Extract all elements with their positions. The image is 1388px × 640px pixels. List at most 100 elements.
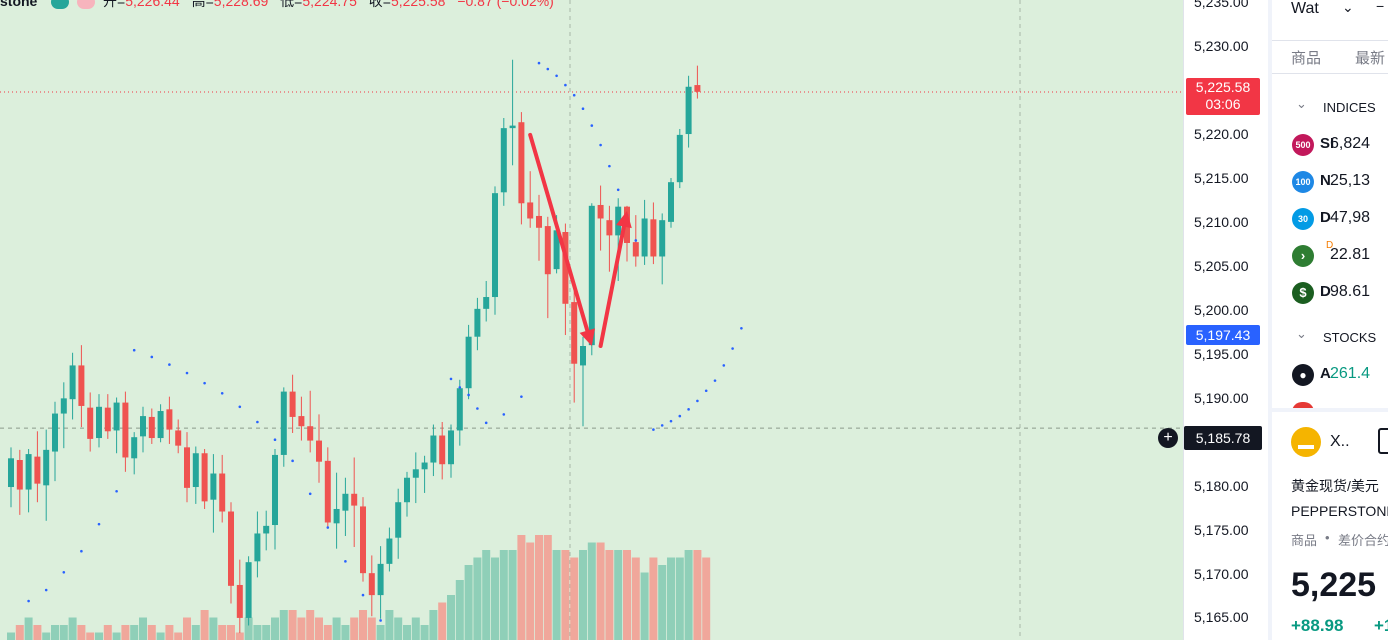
volume-bar [297, 617, 306, 640]
panel-splitter[interactable] [1272, 408, 1388, 412]
column-header-symbol[interactable]: 商品 [1291, 50, 1322, 67]
watchlist-price: 98.61 [1330, 283, 1371, 300]
psar-dot [467, 393, 470, 397]
candle-body [571, 302, 578, 364]
psar-dot [590, 124, 594, 127]
psar-dot [449, 377, 453, 381]
candle-body [632, 242, 639, 257]
data-status-icon [77, 0, 96, 10]
chevron-down-icon[interactable]: ⌄ [1296, 326, 1307, 341]
psar-dot [379, 619, 382, 622]
volume-bar [183, 617, 191, 640]
candle-body [228, 511, 234, 586]
candle-body [280, 391, 287, 455]
psar-dot [687, 408, 690, 411]
price-axis[interactable]: 5,235.00 5,230.00 5,220.00 5,215.00 5,21… [1183, 0, 1269, 640]
psar-dot [185, 371, 189, 375]
level-price-badge: 5,197.43 [1186, 325, 1260, 345]
section-header-indices[interactable]: INDICES [1323, 100, 1376, 115]
detail-price: 5,225 [1291, 566, 1376, 605]
price-tick: 5,220.00 [1194, 126, 1249, 142]
psar-dot [308, 492, 312, 496]
volume-bar [24, 617, 33, 640]
psar-dot [168, 363, 171, 366]
section-header-stocks[interactable]: STOCKS [1323, 330, 1377, 345]
psar-dot [599, 143, 602, 147]
price-tick: 5,215.00 [1194, 170, 1249, 186]
watchlist-row[interactable]: › D 22.81 [1272, 240, 1388, 268]
candle-body [104, 407, 111, 432]
index-logo-icon: 500 [1292, 134, 1314, 156]
candle-body [245, 562, 252, 618]
detail-exchange[interactable]: PEPPERSTONE [1291, 503, 1388, 519]
price-tick: 5,180.00 [1194, 478, 1249, 494]
detail-symbol[interactable]: X.. [1330, 433, 1350, 450]
chevron-down-icon[interactable]: ⌄ [1296, 96, 1307, 111]
price-tick: 5,235.00 [1194, 0, 1249, 10]
psar-dot [669, 419, 673, 423]
watchlist-row[interactable]: ● A 261.4 [1272, 363, 1388, 387]
candle-body [78, 365, 85, 406]
psar-dot [731, 347, 734, 350]
candle-body [184, 447, 190, 488]
chart-area[interactable]: stone 开=5,226.44 高=5,228.69 低=5,224.75 收… [0, 0, 1268, 640]
psar-dot [572, 93, 576, 97]
candle-body [536, 215, 542, 228]
candle-body [492, 193, 498, 298]
detail-change-pct: +1 [1374, 616, 1388, 635]
volume-bar [306, 610, 315, 640]
volume-bar [227, 625, 235, 640]
sidebar-splitter[interactable] [1268, 0, 1272, 640]
watchlist-row[interactable]: $ D 98.61 [1272, 281, 1388, 305]
candle-body [69, 365, 76, 400]
chevron-right-logo-icon: › [1292, 245, 1314, 267]
gold-logo-icon [1291, 427, 1321, 457]
candle-body [588, 205, 595, 346]
candle-body [685, 86, 692, 135]
candle-body [122, 402, 129, 458]
chart-canvas[interactable] [0, 0, 1183, 640]
candle-body [8, 458, 14, 488]
psar-dot [546, 67, 550, 71]
divider [1272, 40, 1388, 41]
psar-dot [80, 549, 83, 553]
volume-bar [579, 550, 587, 640]
candle-body [219, 473, 226, 512]
candle-body [404, 477, 410, 503]
column-header-last[interactable]: 最新 [1355, 50, 1386, 67]
watchlist-title[interactable]: Wat [1291, 0, 1319, 17]
volume-bar [200, 610, 209, 640]
grid-layout-icon[interactable] [1378, 428, 1388, 454]
candle-body [465, 336, 472, 389]
high-label: 高= [191, 0, 214, 9]
chevron-down-icon[interactable]: ⌄ [1342, 0, 1354, 15]
watchlist-row[interactable]: 500 SI 6,824 [1272, 133, 1388, 157]
psar-dot [115, 489, 118, 493]
psar-dot [291, 459, 294, 463]
watchlist-row[interactable]: 30 D 47,98 [1272, 207, 1388, 231]
candle-body [307, 426, 314, 441]
volume-bar [209, 617, 218, 640]
candle-body [351, 493, 358, 506]
candle-body [544, 226, 551, 275]
crosshair-add-icon[interactable]: + [1158, 428, 1178, 448]
volume-bar [499, 550, 508, 640]
last-price-badge: 5,225.58 03:06 [1186, 78, 1260, 115]
psar-dot [740, 326, 743, 330]
add-symbol-icon[interactable]: − [1376, 0, 1385, 14]
psar-dot [722, 364, 726, 367]
candle-body [580, 346, 586, 366]
candle-body [439, 435, 446, 465]
change-value: −0.87 (−0.02%) [457, 0, 554, 9]
volume-bar [455, 580, 464, 640]
candle-body [131, 437, 138, 459]
index-logo-icon: 30 [1292, 208, 1314, 230]
watchlist-row[interactable]: 100 N 25,13 [1272, 170, 1388, 194]
psar-dot [484, 421, 488, 425]
detail-price-value: 5,225 [1291, 566, 1377, 604]
candle-body [272, 454, 278, 526]
volume-bar [561, 550, 570, 640]
candle-body [500, 128, 507, 193]
trend-arrow-shaft [528, 132, 590, 333]
symbol-name[interactable]: stone [0, 0, 38, 9]
